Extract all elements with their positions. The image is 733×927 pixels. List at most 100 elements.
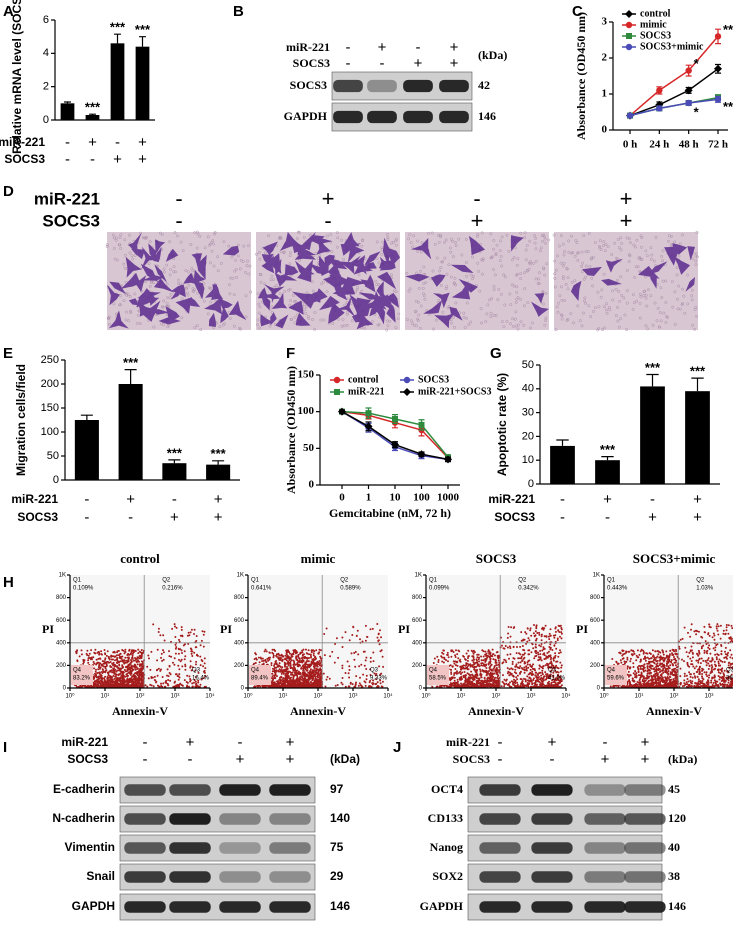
blot-band [624,871,666,883]
y-tick-label: 200 [56,663,67,669]
blot-band [367,110,397,124]
error-bar [691,377,704,392]
quadrant-value: 0.216% [162,586,183,592]
y-axis-label: Absorbance (OD450 nm) [574,12,588,140]
q4-box [71,665,93,685]
marker [444,455,452,464]
condition-label: SOCS3 [17,510,58,524]
x-tick-label: 10³ [705,694,714,700]
blot-band [403,79,433,93]
panel-label: J [393,739,401,756]
x-tick-label: 10¹ [279,694,288,700]
y-tick-label: 600 [56,618,67,624]
quadrant-name: Q3 [548,668,557,674]
bar [110,43,125,121]
quadrant-name: Q2 [518,578,527,584]
condition-sign: - [550,751,555,768]
marker [417,450,426,459]
bar [685,391,710,484]
condition-sign: + [450,55,459,72]
q4-box [427,665,449,685]
marker [338,407,346,416]
x-axis-label: Annexin-V [468,704,524,718]
blot-band [269,813,311,825]
y-tick-label: 1K [593,573,600,579]
error-bar [114,33,121,44]
y-tick-label: 100 [298,405,315,417]
marker [403,388,411,396]
condition-sign: + [126,491,135,508]
blot-band [584,871,626,883]
x-tick-label: 10² [492,694,501,700]
condition-sign: - [84,491,89,508]
blot-band [531,813,573,825]
marker [656,105,663,112]
blot-band [531,871,573,883]
row-label: GAPDH [72,899,115,913]
x-tick-label: 10⁰ [65,693,75,700]
x-tick-label: 10³ [349,694,358,700]
condition-sign: - [473,186,480,211]
quadrant-name: Q2 [162,578,171,584]
x-tick-label: 0 h [623,139,637,151]
blot-band [124,784,166,796]
row-label: E-cadherin [53,782,115,796]
x-tick-label: 10¹ [101,694,110,700]
blot-band [367,79,397,93]
panel-label: B [233,3,244,20]
condition-sign: + [620,186,633,211]
x-tick-label: 10⁴ [383,693,393,700]
y-tick-label: 2 [602,52,608,64]
y-tick-label: 0 [528,478,534,490]
condition-label: miR-221 [0,135,45,149]
error-bar [556,439,569,446]
blot-band [584,813,626,825]
condition-sign: - [65,151,70,168]
y-tick-label: 150 [298,369,315,381]
bar [550,445,575,484]
blot-band [624,784,666,796]
quadrant-name: Q2 [340,578,349,584]
row-label: Vimentin [65,840,115,854]
series-line [629,68,719,117]
quadrant-value: 0.099% [429,586,450,592]
legend-label: miR-221+SOCS3 [418,386,491,397]
quadrant-value: 0.641% [251,586,272,592]
plot-title: SOCS3 [476,551,517,566]
kda-label: 140 [330,811,350,825]
blot-band [439,110,469,124]
panel-label: I [3,739,7,756]
y-tick-label: 1K [59,573,66,579]
quadrant-value: 0.342% [518,586,539,592]
marker [333,376,341,384]
blot-band [269,842,311,854]
kda-label: 40 [668,840,680,854]
y-axis-label: PI [42,622,54,636]
blot-band [219,842,261,854]
x-tick-label: 72 h [708,139,728,151]
significance: *** [211,446,227,461]
kda-label: 38 [668,869,680,883]
y-tick-label: 1K [415,573,422,579]
y-tick-label: 150 [41,402,59,414]
row-label: OCT4 [431,782,463,796]
y-tick-label: 2 [43,81,49,93]
condition-sign: + [471,208,484,233]
condition-sign: + [620,208,633,233]
x-tick-label: 0 [339,492,345,504]
y-tick-label: 400 [56,640,67,646]
error-bar [64,101,71,104]
y-tick-label: 200 [41,378,59,390]
blot-band [169,784,211,796]
blot-band [479,901,521,913]
y-tick-label: 40 [522,383,534,395]
y-axis-label: Migration cells/field [14,364,28,476]
blot-band [169,871,211,883]
condition-sign: - [605,509,610,526]
condition-sign: - [650,491,655,508]
quadrant-value: 59.6% [607,676,625,682]
legend-label: control [348,374,379,385]
row-label: Snail [86,869,115,883]
y-tick-label: 1 [602,88,608,100]
blot-band [479,784,521,796]
